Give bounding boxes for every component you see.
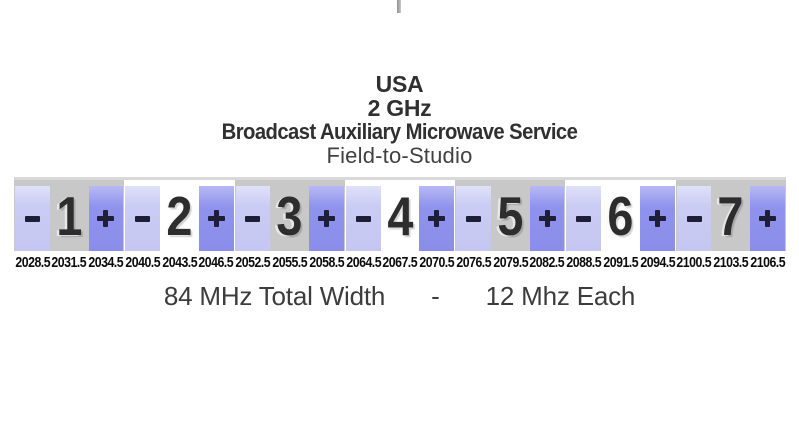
frequency-label: 2076.5 [456,255,491,271]
plus-subchannel-cell: 2046.5 [198,180,235,271]
minus-icon [466,215,481,222]
minus-symbol-wrap [14,186,51,251]
plus-icon [759,210,777,227]
channel-number: 2 [166,184,193,247]
channel-width-label: 12 Mhz Each [485,281,636,311]
minus-symbol-wrap [455,186,492,251]
channel-number-cell: 4 2067.5 [382,180,419,272]
minus-symbol-wrap [676,186,713,251]
minus-subchannel-cell: 2064.5 [345,180,382,271]
frequency-label: 2070.5 [419,255,455,271]
channel-group: 2076.5 5 2079.5 2082.5 [455,180,566,272]
minus-icon [355,215,371,222]
plus-symbol-wrap [88,186,125,251]
channel-group: 2100.5 7 2103.5 2106.5 [675,180,786,272]
frequency-label: 2055.5 [272,255,308,271]
frequency-label: 2046.5 [198,255,234,271]
frequency-label: 2091.5 [603,255,638,271]
minus-icon [686,215,702,222]
plus-subchannel-cell: 2094.5 [639,180,676,271]
frequency-label: 2079.5 [492,255,528,271]
title-service: Broadcast Auxiliary Microwave Service [221,119,578,144]
plus-symbol-wrap [198,186,235,251]
total-width-label: 84 MHz Total Width [163,281,386,311]
plus-icon [97,210,115,227]
title-band: 2 GHz [367,95,432,121]
channel-group: 2028.5 1 2031.5 2034.5 [14,180,125,272]
channel-number: 4 [386,184,413,247]
channel-number: 3 [276,184,303,247]
plus-icon [648,210,666,227]
plus-symbol-wrap [308,186,345,251]
frequency-label: 2028.5 [15,255,50,271]
plus-symbol-wrap [749,186,786,251]
frequency-label: 2064.5 [345,255,381,271]
title-direction: Field-to-Studio [326,143,473,168]
channel-group: 2040.5 2 2043.5 2046.5 [124,180,235,272]
channel-group: 2052.5 3 2055.5 2058.5 [234,180,345,272]
channel-number-cell: 6 2091.5 [602,180,639,272]
minus-subchannel-cell: 2076.5 [455,180,492,271]
frequency-label: 2034.5 [88,255,124,271]
minus-subchannel-cell: 2088.5 [565,180,602,271]
channel-group: 2064.5 4 2067.5 2070.5 [344,180,456,272]
minus-symbol-wrap [235,186,272,251]
plus-subchannel-cell: 2082.5 [529,180,566,271]
minus-subchannel-cell: 2100.5 [676,180,713,271]
minus-subchannel-cell: 2028.5 [14,180,51,271]
plus-subchannel-cell: 2058.5 [308,180,345,271]
frequency-label: 2031.5 [51,255,87,271]
frequency-label: 2088.5 [566,255,602,271]
channel-number-cell: 5 2079.5 [492,180,529,272]
frequency-label: 2052.5 [235,255,271,271]
minus-icon [135,215,151,222]
frequency-label: 2067.5 [382,255,418,271]
plus-subchannel-cell: 2070.5 [418,180,455,271]
frequency-label: 2106.5 [750,255,785,271]
plus-icon [207,210,225,227]
minus-symbol-wrap [124,186,161,251]
frequency-label: 2103.5 [713,255,749,271]
channel-number: 1 [56,184,83,247]
channel-number: 6 [607,184,634,247]
minus-symbol-wrap [345,186,382,251]
minus-subchannel-cell: 2052.5 [235,180,272,271]
frequency-label: 2040.5 [125,255,160,271]
frequency-label: 2094.5 [640,255,675,271]
title-block: USA 2 GHz Broadcast Auxiliary Microwave … [0,72,799,168]
plus-subchannel-cell: 2106.5 [749,180,786,271]
channel-group: 2088.5 6 2091.5 2094.5 [565,180,676,272]
plus-symbol-wrap [639,186,676,251]
frequency-label: 2100.5 [676,255,712,271]
plus-icon [538,210,556,227]
channel-number-cell: 3 2055.5 [271,180,308,272]
plus-symbol-wrap [418,186,455,251]
channel-number-cell: 7 2103.5 [712,180,749,272]
minus-symbol-wrap [565,186,602,251]
footer-separator: - [431,281,440,311]
frequency-label: 2058.5 [309,255,344,271]
plus-subchannel-cell: 2034.5 [88,180,125,271]
plus-symbol-wrap [529,186,566,251]
minus-icon [245,215,261,222]
minus-icon [576,215,592,222]
plus-icon [317,210,335,227]
frequency-label: 2082.5 [529,255,565,271]
title-country: USA [375,71,424,97]
channel-number-cell: 1 2031.5 [51,180,88,272]
plus-icon [428,210,446,227]
top-tick-mark [397,0,401,13]
channel-number-cell: 2 2043.5 [161,180,198,272]
minus-icon [24,215,40,222]
footer-caption: 84 MHz Total Width - 12 Mhz Each [0,281,799,312]
channel-number: 5 [497,184,524,247]
frequency-label: 2043.5 [162,255,197,271]
minus-subchannel-cell: 2040.5 [124,180,161,271]
frequency-band: 2028.5 1 2031.5 2034.5 2040.5 2 2043.5 [14,177,786,272]
channel-number: 7 [717,184,744,247]
